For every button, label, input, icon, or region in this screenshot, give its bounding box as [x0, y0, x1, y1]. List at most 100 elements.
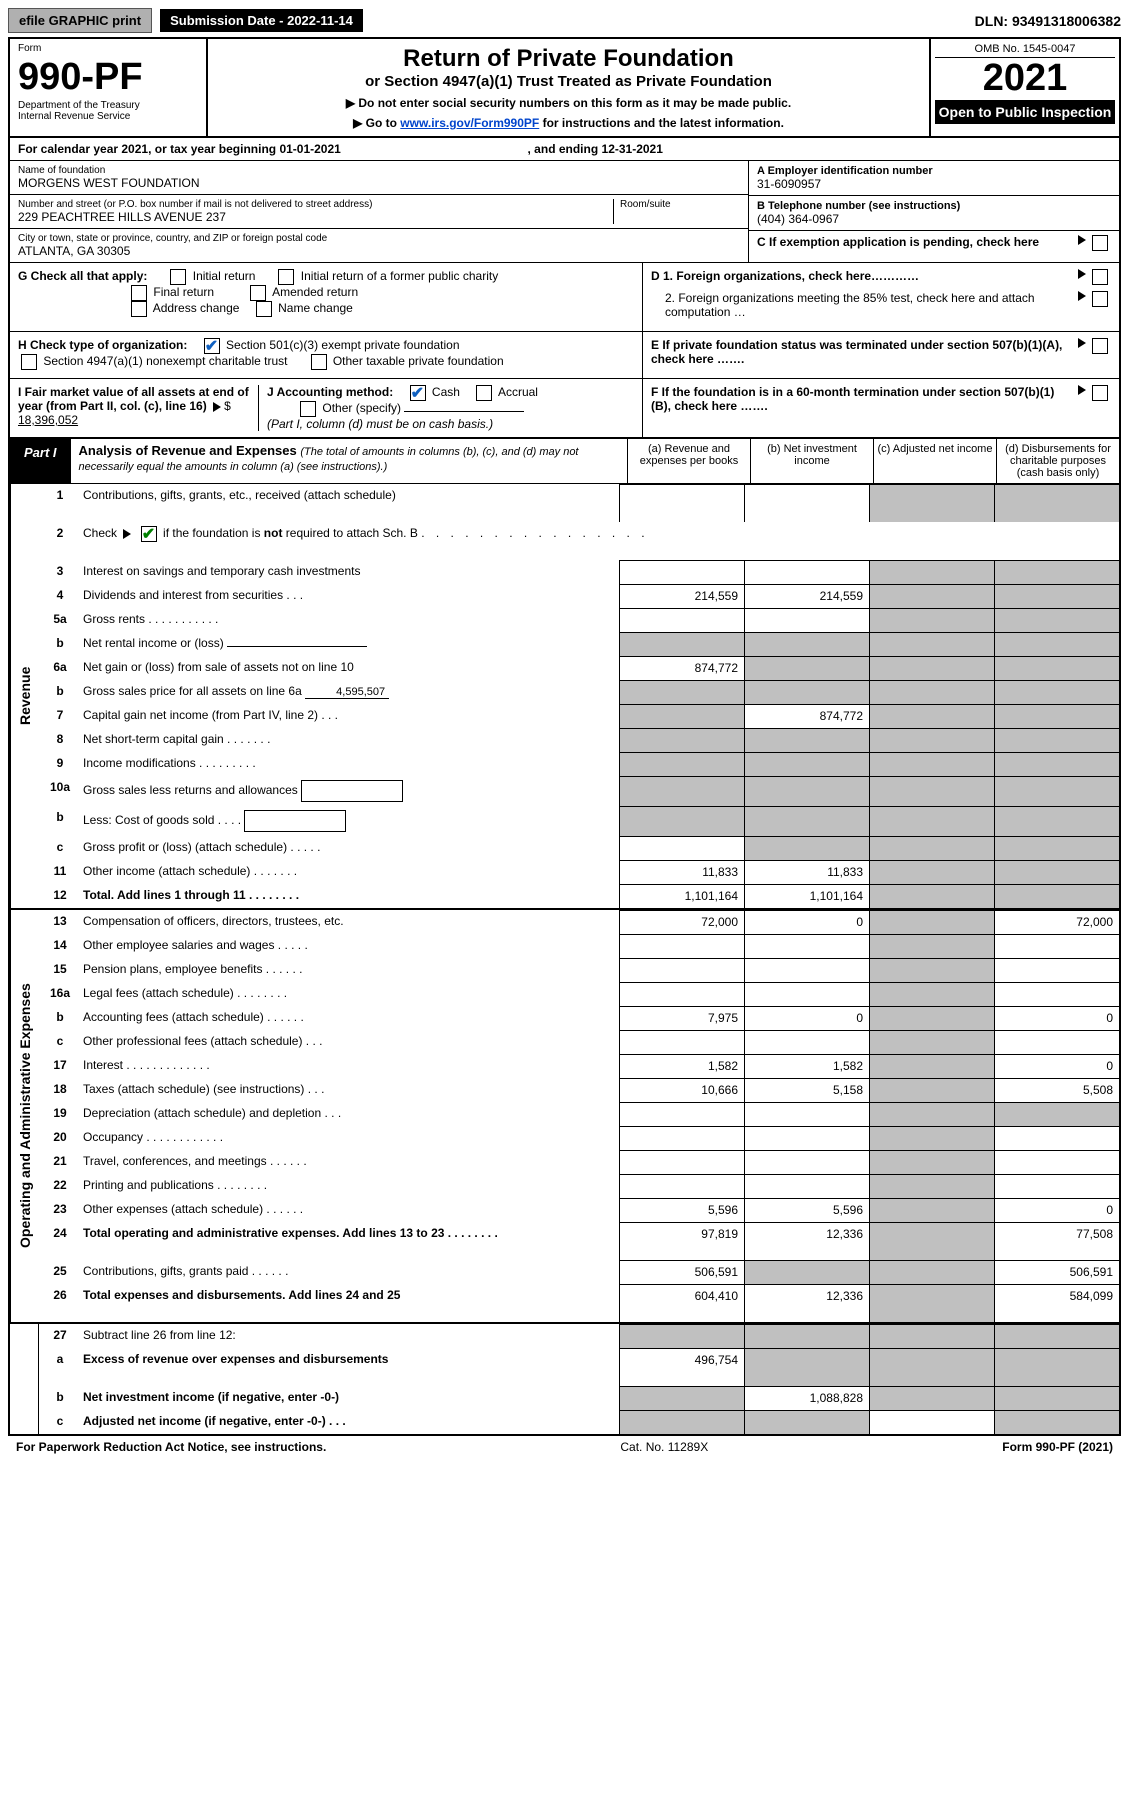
amount-cell: [869, 776, 994, 806]
amount-cell: [619, 632, 744, 656]
line-number: 6a: [39, 656, 81, 680]
f-label: F If the foundation is in a 60-month ter…: [651, 385, 1054, 413]
line-number: 18: [39, 1078, 81, 1102]
d2-checkbox[interactable]: [1092, 291, 1108, 307]
d-section: D 1. Foreign organizations, check here………: [642, 263, 1119, 331]
form990pf-link[interactable]: www.irs.gov/Form990PF: [400, 116, 539, 130]
calendar-year-row: For calendar year 2021, or tax year begi…: [10, 138, 1119, 161]
amount-cell: [994, 806, 1119, 836]
amended-return-cb[interactable]: [250, 285, 266, 301]
cash-cb[interactable]: [410, 385, 426, 401]
g-amended: Amended return: [272, 285, 358, 299]
header-right: OMB No. 1545-0047 2021 Open to Public In…: [929, 39, 1119, 136]
g-label: G Check all that apply:: [18, 269, 147, 283]
line-number: b: [39, 1386, 81, 1410]
amount-cell: 0: [994, 1054, 1119, 1078]
room-label: Room/suite: [620, 199, 740, 210]
g-d-section: G Check all that apply: Initial return I…: [10, 263, 1119, 332]
initial-return-cb[interactable]: [170, 269, 186, 285]
c-checkbox[interactable]: [1092, 235, 1108, 251]
e-checkbox[interactable]: [1092, 338, 1108, 354]
amount-cell: [744, 1260, 869, 1284]
expenses-label: Operating and Administrative Expenses: [10, 910, 39, 1322]
table-row: 26Total expenses and disbursements. Add …: [39, 1284, 1119, 1322]
line-number: c: [39, 836, 81, 860]
amount-cell: [994, 608, 1119, 632]
revenue-rows: 1Contributions, gifts, grants, etc., rec…: [39, 484, 1119, 908]
4947-cb[interactable]: [21, 354, 37, 370]
amount-cell: [744, 484, 869, 522]
amount-cell: [994, 584, 1119, 608]
initial-former-cb[interactable]: [278, 269, 294, 285]
line-number: 8: [39, 728, 81, 752]
ein-label: A Employer identification number: [757, 165, 1111, 177]
g-address: Address change: [153, 301, 240, 315]
name-change-cb[interactable]: [256, 301, 272, 317]
amount-cell: 11,833: [744, 860, 869, 884]
amount-cell: 496,754: [619, 1348, 744, 1386]
g-section: G Check all that apply: Initial return I…: [10, 263, 642, 331]
line-desc: Other income (attach schedule) . . . . .…: [81, 860, 619, 884]
line-desc: Interest on savings and temporary cash i…: [81, 560, 619, 584]
table-row: 23Other expenses (attach schedule) . . .…: [39, 1198, 1119, 1222]
line-desc: Pension plans, employee benefits . . . .…: [81, 958, 619, 982]
amount-cell: [619, 608, 744, 632]
form-label: Form: [18, 43, 198, 54]
line-desc: Dividends and interest from securities .…: [81, 584, 619, 608]
amount-cell: [869, 1102, 994, 1126]
ein-cell: A Employer identification number 31-6090…: [749, 161, 1119, 196]
amount-cell: 97,819: [619, 1222, 744, 1260]
amount-cell: [869, 1150, 994, 1174]
arrow-icon: [1078, 235, 1086, 245]
amount-cell: 0: [994, 1006, 1119, 1030]
amount-cell: [994, 934, 1119, 958]
line-number: 7: [39, 704, 81, 728]
f-section: F If the foundation is in a 60-month ter…: [642, 379, 1119, 437]
line-desc: Taxes (attach schedule) (see instruction…: [81, 1078, 619, 1102]
amount-cell: [994, 982, 1119, 1006]
header-center: Return of Private Foundation or Section …: [208, 39, 929, 136]
amount-cell: [869, 584, 994, 608]
line-desc: Occupancy . . . . . . . . . . . .: [81, 1126, 619, 1150]
efile-button[interactable]: efile GRAPHIC print: [8, 8, 152, 33]
amount-cell: [619, 728, 744, 752]
final-return-cb[interactable]: [131, 285, 147, 301]
line-desc: Contributions, gifts, grants paid . . . …: [81, 1260, 619, 1284]
line-desc: Net investment income (if negative, ente…: [81, 1386, 619, 1410]
amount-cell: [994, 1126, 1119, 1150]
amount-cell: 214,559: [619, 584, 744, 608]
line-number: b: [39, 806, 81, 836]
footer-center: Cat. No. 11289X: [620, 1440, 708, 1454]
expense-rows: 13Compensation of officers, directors, t…: [39, 910, 1119, 1322]
j-accrual: Accrual: [498, 385, 538, 399]
d1-checkbox[interactable]: [1092, 269, 1108, 285]
table-row: 14Other employee salaries and wages . . …: [39, 934, 1119, 958]
accrual-cb[interactable]: [476, 385, 492, 401]
d1-label: D 1. Foreign organizations, check here………: [651, 269, 919, 283]
j-other: Other (specify): [322, 401, 401, 415]
amount-cell: 1,582: [744, 1054, 869, 1078]
line-number: 27: [39, 1324, 81, 1348]
e-label: E If private foundation status was termi…: [651, 338, 1062, 366]
table-row: bAccounting fees (attach schedule) . . .…: [39, 1006, 1119, 1030]
address-change-cb[interactable]: [131, 301, 147, 317]
amount-cell: [619, 836, 744, 860]
other-specify-cb[interactable]: [300, 401, 316, 417]
col-c-head: (c) Adjusted net income: [873, 439, 996, 483]
f-checkbox[interactable]: [1092, 385, 1108, 401]
amount-cell: [869, 958, 994, 982]
other-tax-cb[interactable]: [311, 354, 327, 370]
line-number: 26: [39, 1284, 81, 1322]
line-desc: Total. Add lines 1 through 11 . . . . . …: [81, 884, 619, 908]
name-cell: Name of foundation MORGENS WEST FOUNDATI…: [10, 161, 748, 195]
final-rows: 27Subtract line 26 from line 12:aExcess …: [39, 1324, 1119, 1434]
amount-cell: 874,772: [744, 704, 869, 728]
line-desc: Other professional fees (attach schedule…: [81, 1030, 619, 1054]
amount-cell: [619, 806, 744, 836]
line-desc: Net gain or (loss) from sale of assets n…: [81, 656, 619, 680]
city-label: City or town, state or province, country…: [18, 233, 740, 244]
line-number: 1: [39, 484, 81, 522]
i-section: I Fair market value of all assets at end…: [18, 385, 258, 431]
501c3-cb[interactable]: [204, 338, 220, 354]
amount-cell: [994, 484, 1119, 522]
